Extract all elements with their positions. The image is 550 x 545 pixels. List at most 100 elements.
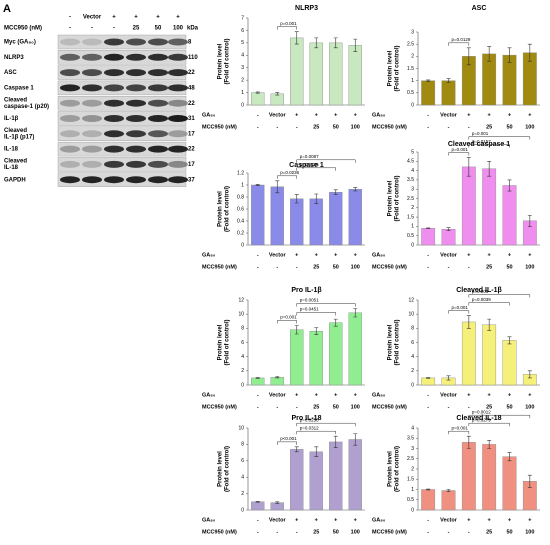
blot-band (168, 115, 188, 122)
y-tick-label: 4 (411, 354, 414, 360)
x-tick-label: + (508, 112, 511, 118)
y-tick-label: 0 (241, 382, 244, 388)
p-value: p=0.001 (452, 147, 469, 152)
error-bar (353, 38, 358, 52)
blot-row-label: caspase-1 (p20) (4, 104, 49, 110)
blot-row-label: ASC (4, 70, 17, 76)
x-tick-label: + (488, 252, 491, 258)
blot-band (148, 38, 168, 46)
blot-band (104, 115, 124, 122)
blot-header: + (134, 15, 138, 21)
y-tick-label: 10 (238, 425, 244, 431)
x-tick-label: + (334, 112, 337, 118)
p-value: p=0.0279 (472, 417, 491, 422)
y-tick-label: 2.5 (407, 41, 414, 47)
blot-kda: 31 (188, 116, 195, 122)
blot-band (104, 130, 124, 138)
error-bar (487, 440, 492, 449)
significance-bracket (468, 422, 510, 427)
bar (251, 501, 265, 511)
bar (421, 80, 436, 106)
x-tick-label: + (315, 252, 318, 258)
x-tick-label-2: 100 (525, 124, 534, 130)
bar (502, 456, 517, 511)
y-axis-label: (Fold of control) (395, 176, 401, 222)
error-bar (507, 452, 512, 462)
x-tick-label-2: 25 (486, 404, 492, 410)
x-tick-label: Vector (440, 517, 458, 523)
x-tick-label: + (488, 112, 491, 118)
y-tick-label: 0.4 (237, 218, 244, 224)
blot-header: + (112, 15, 116, 21)
y-tick-label: 1 (411, 78, 414, 84)
x-tick-label: + (488, 392, 491, 398)
error-bar (255, 377, 260, 379)
bar (290, 37, 304, 106)
bar (461, 321, 476, 386)
bar (421, 377, 436, 386)
error-bar (507, 47, 512, 63)
p-value: p=0.0039 (472, 297, 491, 302)
y-tick-label: 12 (408, 297, 414, 303)
x-tick-label-2: - (427, 529, 429, 535)
x-tick-label-2: 50 (333, 264, 339, 270)
error-bar (333, 435, 338, 448)
x-row-label: GA₈₀ (202, 517, 216, 523)
x-tick-label: - (257, 517, 259, 523)
chart-title: Pro IL-18 (292, 415, 322, 422)
error-bar (507, 336, 512, 345)
blot-band (126, 115, 146, 122)
bar (482, 168, 497, 246)
blot-band (60, 84, 80, 92)
error-bar (487, 318, 492, 331)
blot-band (126, 160, 146, 168)
bar (309, 330, 323, 386)
blot-band (104, 69, 124, 77)
blot-band (148, 145, 168, 153)
y-tick-label: 3 (411, 29, 414, 35)
bar (482, 444, 497, 511)
blot-band (82, 69, 102, 77)
x-tick-label: + (334, 517, 337, 523)
p-value: p<0.001 (280, 436, 297, 441)
blot-band (104, 99, 124, 107)
y-axis-label: Protein level (388, 451, 394, 487)
p-value: p=0.0285 (300, 162, 319, 167)
error-bar (333, 318, 338, 327)
blot-header: Vector (83, 15, 102, 21)
y-axis-label: (Fold of control) (225, 186, 231, 232)
y-tick-label: 0 (411, 382, 414, 388)
y-tick-label: 1.5 (407, 66, 414, 72)
y-tick-label: 4 (241, 475, 244, 481)
blot-row-label: Myc (GA₈₀) (4, 40, 36, 46)
bar (441, 80, 456, 106)
y-tick-label: 4 (411, 168, 414, 174)
blot-band (104, 38, 124, 46)
blot-band (168, 99, 188, 107)
y-tick-label: 0 (241, 507, 244, 513)
x-tick-label: + (354, 112, 357, 118)
significance-bracket (296, 159, 356, 163)
x-tick-label-2: - (468, 529, 470, 535)
blot-band (126, 145, 146, 153)
y-tick-label: 8 (241, 326, 244, 332)
blot-band (104, 53, 124, 61)
y-tick-label: 3 (241, 65, 244, 71)
panel-label: A (3, 3, 11, 15)
x-tick-label-2: - (448, 404, 450, 410)
x-row-label: GA₈₀ (372, 112, 386, 118)
x-row-label: GA₈₀ (202, 392, 216, 398)
y-tick-label: 1 (411, 224, 414, 230)
p-value: p=0.001 (472, 289, 489, 294)
bar (290, 449, 304, 511)
y-tick-label: 4 (241, 53, 244, 59)
p-value: p=0.001 (280, 21, 297, 26)
bar (421, 489, 436, 511)
blot-band (126, 38, 146, 46)
chart-title: NLRP3 (295, 5, 318, 12)
y-tick-label: 0 (241, 242, 244, 248)
y-tick-label: 3.5 (407, 177, 414, 183)
y-tick-label: 0 (411, 507, 414, 513)
p-value: p=0.001 (472, 131, 489, 136)
error-bar (314, 327, 319, 336)
